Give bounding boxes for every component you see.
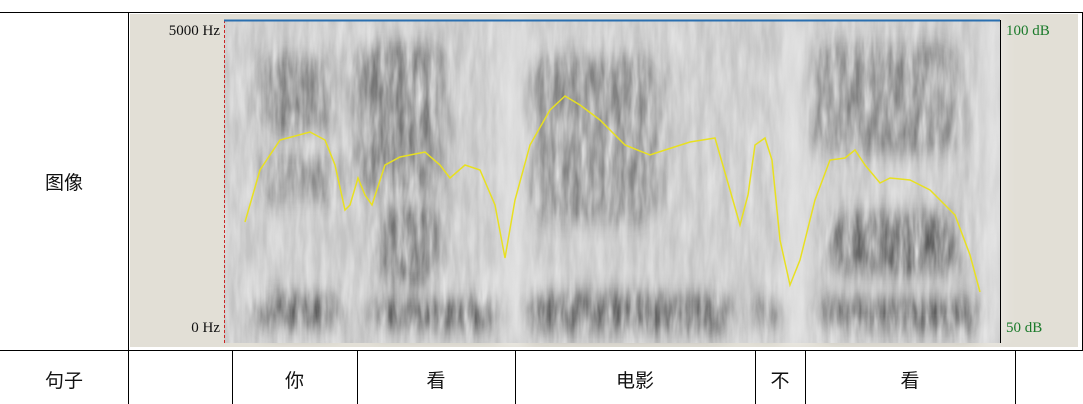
segment: 看	[357, 366, 515, 393]
row-label: 句子	[0, 366, 128, 393]
spectrogram-panel	[130, 14, 1078, 347]
db-top-label: 100 dB	[1006, 23, 1050, 40]
table-border	[0, 12, 1083, 13]
segment: 电影	[515, 366, 755, 393]
segment: 看	[805, 366, 1015, 393]
db-bottom-label: 50 dB	[1006, 320, 1042, 337]
table-border	[128, 12, 129, 404]
freq-bottom-label: 0 Hz	[132, 320, 220, 337]
freq-top-label: 5000 Hz	[132, 23, 220, 40]
table-border	[0, 350, 1083, 351]
row-label: 图像	[0, 168, 128, 195]
segment: 你	[232, 366, 357, 393]
segment: 不	[755, 366, 805, 393]
page: 图像 句子	[0, 0, 1083, 404]
segment-divider	[1015, 350, 1016, 404]
